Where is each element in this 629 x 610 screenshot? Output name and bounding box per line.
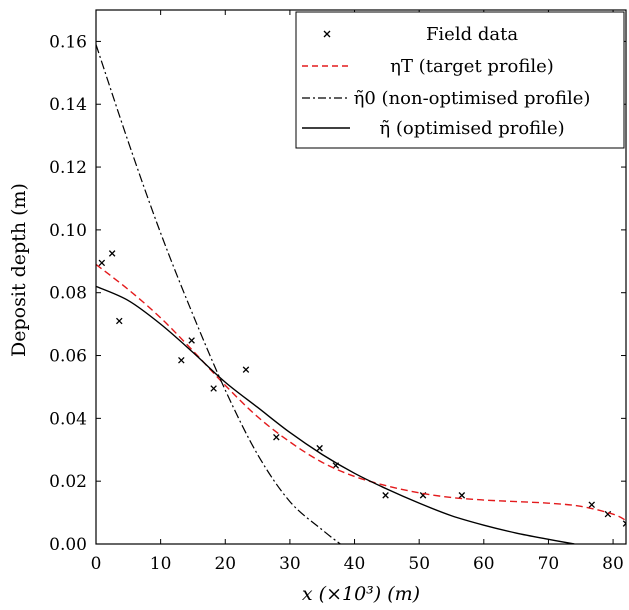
x-tick-label: 20 [214,554,236,574]
plot-frame [95,9,627,545]
x-tick-label: 30 [279,554,301,574]
legend-label-optimised-profile: η̃ (optimised profile) [379,118,564,139]
x-tick-label: 60 [473,554,495,574]
field-data-point [116,317,123,325]
field-data-points [98,250,626,527]
field-data-point [382,492,389,499]
legend-item-non-optimised-profile: η̃0 (non-optimised profile) [302,88,590,109]
x-tick-label: 50 [408,554,430,574]
field-data-point [316,444,323,452]
y-tick-label: 0.14 [49,95,87,115]
series-layer [96,44,626,544]
x-tick-label: 10 [150,554,172,574]
field-data-point [98,259,106,267]
y-axis-label: Deposit depth (m) [8,183,30,357]
legend-item-field-data: Field data [323,24,518,45]
x-axis-label: x (×10³) (m) [302,583,420,605]
x-tick-labels: 0 10 20 30 40 50 60 70 80 [91,554,624,574]
legend-label-target-profile: ηT (target profile) [390,56,554,77]
non-optimised-profile-line [96,44,341,544]
field-data-point [108,250,116,257]
y-tick-label: 0.00 [49,535,87,555]
x-tick-label: 80 [602,554,624,574]
target-profile-line [96,263,626,522]
y-tick-label: 0.04 [49,409,87,429]
field-data-point [210,385,217,392]
y-tick-label: 0.12 [49,158,87,178]
x-tick-label: 40 [344,554,366,574]
y-tick-label: 0.10 [49,221,87,241]
legend-box [295,11,625,149]
y-tick-label: 0.16 [49,32,87,52]
legend-x-marker-icon [323,30,331,38]
y-tick-label: 0.08 [49,284,87,304]
legend-label-field-data: Field data [426,24,518,45]
legend-item-optimised-profile: η̃ (optimised profile) [302,118,565,139]
field-data-point [458,492,466,499]
legend-item-target-profile: ηT (target profile) [302,56,554,77]
field-data-point [273,433,280,441]
optimised-profile-line [96,285,575,544]
field-data-point [178,356,185,364]
field-data-point [588,501,596,508]
legend-label-non-optimised-profile: η̃0 (non-optimised profile) [354,88,591,109]
y-tick-labels: 0.00 0.02 0.04 0.06 0.08 0.10 0.12 0.14 … [49,32,87,555]
field-data-point [242,366,250,373]
field-data-point [622,520,626,527]
y-tick-label: 0.02 [49,472,87,492]
x-tick-label: 70 [538,554,560,574]
legend: Field data ηT (target profile) η̃0 (non-… [295,11,625,149]
field-data-point [188,337,195,344]
y-tick-label: 0.06 [49,347,87,367]
x-tick-label: 0 [91,554,102,574]
field-data-point [604,510,612,518]
